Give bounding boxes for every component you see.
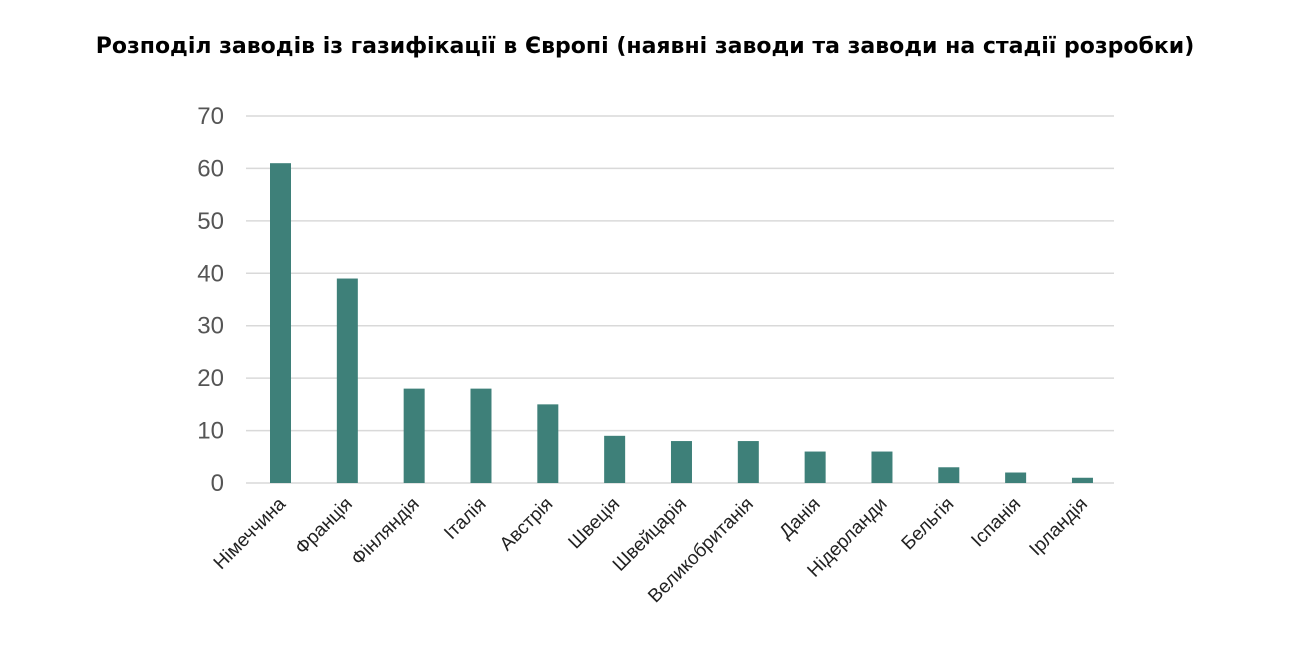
y-tick-label: 70 (197, 103, 224, 130)
x-category-label: Іспанія (967, 494, 1025, 552)
y-tick-label: 60 (197, 155, 224, 182)
bar-9 (804, 451, 826, 483)
x-category-label: Франція (291, 494, 356, 559)
gridlines (246, 115, 1114, 484)
y-tick-label: 20 (197, 365, 224, 392)
bar-1 (270, 163, 291, 483)
y-tick-label: 40 (197, 260, 224, 287)
bars (270, 163, 1093, 483)
bar-11 (938, 467, 960, 483)
bar-13 (1071, 477, 1093, 483)
x-category-label: Бельгія (898, 494, 959, 555)
bar-4 (470, 388, 492, 483)
y-tick-label: 10 (197, 418, 224, 445)
y-tick-label: 30 (197, 313, 224, 340)
bar-5 (537, 404, 559, 483)
x-category-label: Фінляндія (348, 494, 424, 570)
x-category-label: Швеція (565, 494, 625, 554)
bar-8 (737, 441, 759, 483)
bar-10 (871, 451, 893, 483)
bar-7 (670, 441, 692, 483)
bar-2 (336, 278, 358, 483)
y-axis-ticks: 0 10 20 30 40 50 60 70 (197, 103, 224, 497)
x-category-label: Італія (440, 494, 490, 544)
bar-6 (604, 435, 626, 483)
x-category-label: Австрія (496, 494, 557, 555)
x-category-label: Данія (776, 494, 825, 543)
x-category-label: Ірландія (1026, 494, 1092, 560)
x-category-label: Німеччина (210, 493, 291, 574)
y-tick-label: 0 (211, 470, 224, 497)
bar-12 (1005, 472, 1027, 483)
y-tick-label: 50 (197, 208, 224, 235)
bar-3 (403, 388, 425, 483)
chart-title: Розподіл заводів із газифікації в Європі… (95, 34, 1195, 59)
